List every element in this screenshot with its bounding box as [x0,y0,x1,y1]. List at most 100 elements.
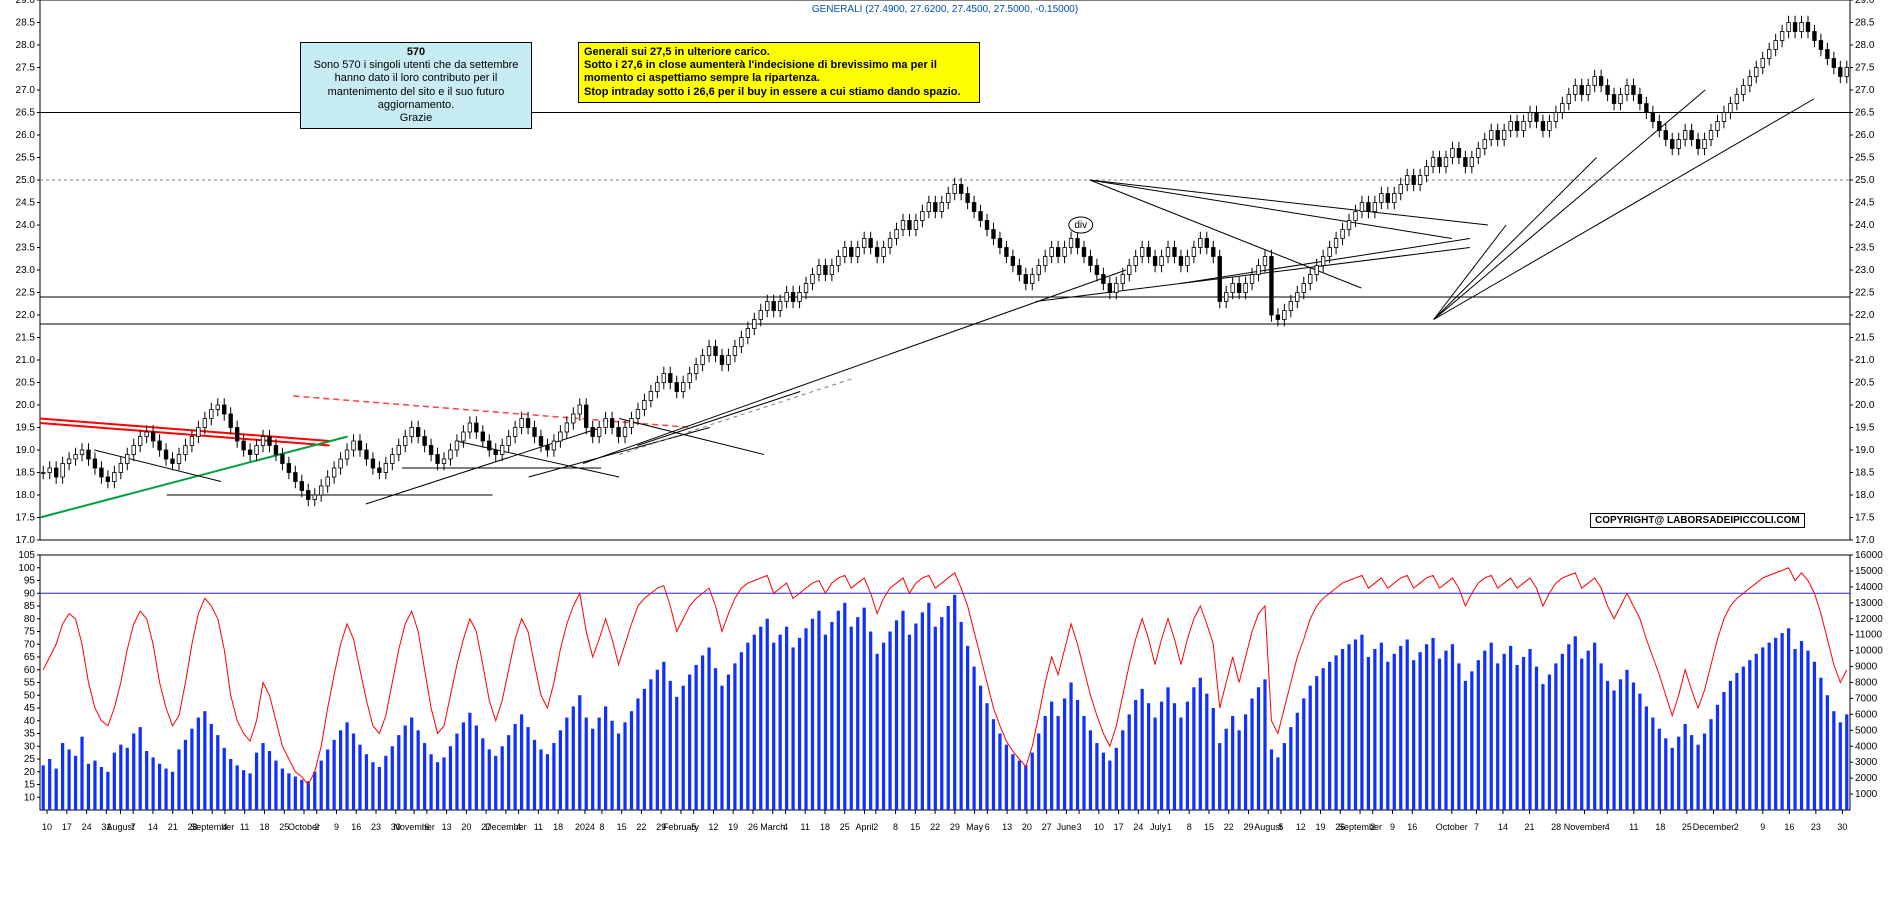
svg-text:17.0: 17.0 [1855,535,1875,546]
svg-text:6: 6 [985,822,990,832]
svg-text:50: 50 [24,690,36,701]
svg-text:22: 22 [636,822,646,832]
svg-text:4: 4 [783,822,788,832]
svg-text:70: 70 [24,639,36,650]
svg-text:19.0: 19.0 [16,445,36,456]
svg-text:12: 12 [708,822,718,832]
svg-text:17.5: 17.5 [16,513,36,524]
svg-text:20.5: 20.5 [1855,378,1875,389]
svg-text:23.0: 23.0 [16,265,36,276]
svg-text:105: 105 [18,550,35,561]
svg-text:3000: 3000 [1855,757,1878,768]
svg-text:65: 65 [24,652,36,663]
svg-text:22.5: 22.5 [1855,288,1875,299]
svg-text:19: 19 [728,822,738,832]
info-box: 570 Sono 570 i singoli utenti che da set… [300,42,532,129]
svg-text:28: 28 [1551,822,1561,832]
svg-text:11: 11 [534,822,543,832]
svg-text:24.5: 24.5 [16,198,36,209]
svg-text:9000: 9000 [1855,662,1878,673]
svg-text:15: 15 [910,822,920,832]
svg-text:25: 25 [1682,822,1692,832]
svg-text:60: 60 [24,665,36,676]
svg-text:25: 25 [24,754,36,765]
svg-text:11: 11 [240,822,249,832]
svg-text:13: 13 [442,822,452,832]
svg-text:1: 1 [1167,822,1172,832]
svg-text:5: 5 [1278,822,1283,832]
svg-text:2: 2 [314,822,319,832]
info-box-title: 570 [306,46,526,59]
svg-text:20.0: 20.0 [16,400,36,411]
svg-text:85: 85 [24,601,36,612]
svg-text:28.5: 28.5 [1855,18,1875,29]
svg-text:April: April [855,822,873,832]
svg-text:35: 35 [24,729,36,740]
svg-text:27.5: 27.5 [1855,63,1875,74]
svg-text:9: 9 [1760,822,1765,832]
svg-text:10: 10 [42,822,52,832]
svg-text:80: 80 [24,614,36,625]
svg-text:19.5: 19.5 [16,423,36,434]
svg-text:23.5: 23.5 [1855,243,1875,254]
svg-text:2: 2 [1370,822,1375,832]
svg-text:26.5: 26.5 [16,108,36,119]
svg-text:May: May [966,822,984,832]
svg-text:18.0: 18.0 [16,490,36,501]
svg-text:July: July [1150,822,1167,832]
svg-text:9: 9 [1390,822,1395,832]
svg-text:2000: 2000 [1855,773,1878,784]
svg-text:29: 29 [950,822,960,832]
annotation-line: Sotto i 27,6 in close aumenterà l'indeci… [584,59,974,85]
svg-text:24.5: 24.5 [1855,198,1875,209]
svg-text:11: 11 [801,822,810,832]
svg-text:22.5: 22.5 [16,288,36,299]
info-box-thanks: Grazie [306,112,526,125]
svg-text:11: 11 [1629,822,1638,832]
svg-text:20.0: 20.0 [1855,400,1875,411]
svg-text:27: 27 [1042,822,1052,832]
svg-text:28.0: 28.0 [1855,40,1875,51]
svg-text:December: December [1693,822,1735,832]
svg-text:27.5: 27.5 [16,63,36,74]
svg-text:18: 18 [553,822,563,832]
svg-text:25.5: 25.5 [1855,153,1875,164]
copyright-label: COPYRIGHT@ LABORSADEIPICCOLI.COM [1590,513,1805,528]
annotation-box: Generali sui 27,5 in ulteriore carico.So… [578,42,980,103]
svg-text:26.0: 26.0 [16,130,36,141]
svg-text:26.0: 26.0 [1855,130,1875,141]
svg-text:21: 21 [168,822,178,832]
svg-text:6: 6 [424,822,429,832]
svg-text:40: 40 [24,716,36,727]
svg-text:45: 45 [24,703,36,714]
svg-text:95: 95 [24,576,36,587]
svg-text:18.5: 18.5 [16,468,36,479]
svg-text:21.5: 21.5 [16,333,36,344]
svg-text:8: 8 [1187,822,1192,832]
svg-text:29.0: 29.0 [1855,0,1875,6]
svg-text:75: 75 [24,627,36,638]
svg-text:29: 29 [1243,822,1253,832]
svg-text:3: 3 [1077,822,1082,832]
svg-text:13: 13 [1002,822,1012,832]
svg-text:4: 4 [516,822,521,832]
svg-text:20: 20 [24,767,36,778]
svg-text:4: 4 [222,822,227,832]
svg-text:14000: 14000 [1855,582,1883,593]
svg-text:16: 16 [351,822,361,832]
svg-text:25.5: 25.5 [16,153,36,164]
svg-text:8000: 8000 [1855,678,1878,689]
svg-text:14: 14 [1498,822,1508,832]
svg-text:19.0: 19.0 [1855,445,1875,456]
annotation-line: Stop intraday sotto i 26,6 per il buy in… [584,86,974,99]
info-box-text: Sono 570 i singoli utenti che da settemb… [306,59,526,112]
svg-text:24.0: 24.0 [16,220,36,231]
svg-text:18: 18 [820,822,830,832]
svg-text:2: 2 [873,822,878,832]
svg-text:2: 2 [1734,822,1739,832]
svg-text:19: 19 [1315,822,1325,832]
svg-text:1000: 1000 [1855,789,1878,800]
svg-text:24: 24 [82,822,92,832]
svg-text:6000: 6000 [1855,709,1878,720]
svg-text:55: 55 [24,678,36,689]
